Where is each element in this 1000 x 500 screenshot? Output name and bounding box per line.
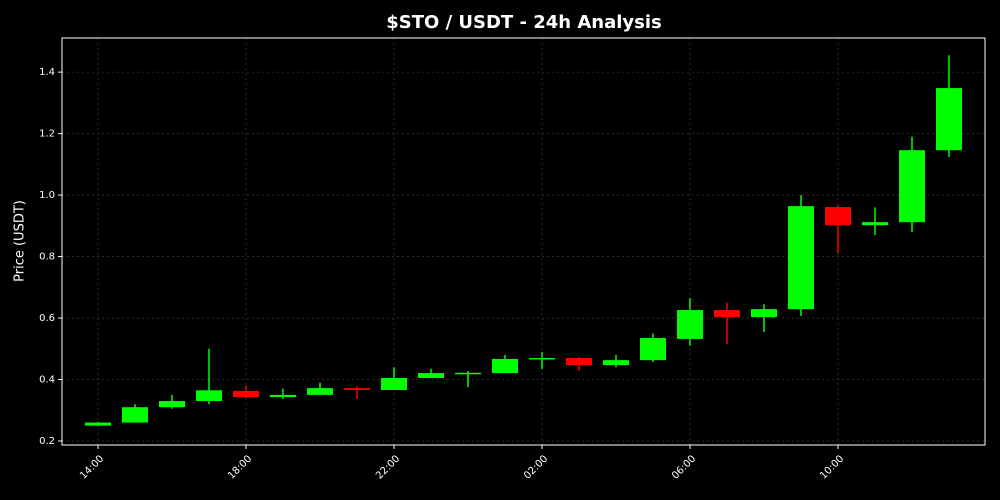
plot-frame — [61, 37, 986, 446]
y-tick-label: 0.4 — [39, 375, 55, 386]
candle-body — [196, 390, 222, 402]
candle-body — [862, 222, 888, 226]
candle-body — [603, 360, 629, 366]
candle-body — [122, 407, 148, 423]
candle-body — [640, 338, 666, 361]
candle-body — [899, 150, 925, 223]
candle-body — [751, 309, 777, 318]
chart-title: $STO / USDT - 24h Analysis — [386, 12, 662, 33]
y-tick-label: 0.6 — [39, 313, 55, 324]
candle-body — [233, 390, 259, 398]
candle-body — [418, 373, 444, 378]
y-tick-label: 1.2 — [39, 129, 55, 140]
candle-body — [788, 206, 814, 310]
y-tick-label: 1.4 — [39, 67, 55, 78]
candle-body — [270, 394, 296, 398]
candle-body — [677, 310, 703, 339]
candle-body — [714, 310, 740, 318]
y-tick-label: 0.8 — [39, 252, 55, 263]
candle-body — [529, 358, 555, 360]
candle-body — [159, 401, 185, 408]
candle-body — [936, 88, 962, 151]
candle-body — [381, 377, 407, 390]
y-tick-label: 0.2 — [39, 436, 55, 447]
y-tick-label: 1.0 — [39, 190, 55, 201]
candle-body — [307, 388, 333, 395]
candle-body — [85, 422, 111, 426]
candle-body — [825, 207, 851, 226]
y-axis-label: Price (USDT) — [13, 200, 28, 282]
candle-body — [566, 358, 592, 366]
candle-body — [344, 388, 370, 390]
candle-body — [492, 358, 518, 374]
candle-body — [455, 372, 481, 375]
